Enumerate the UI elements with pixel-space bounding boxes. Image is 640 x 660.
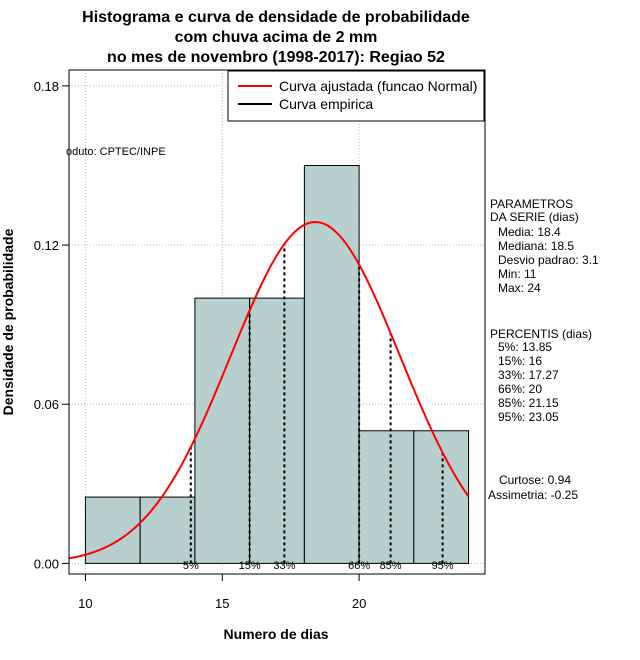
histogram-bar: [413, 430, 470, 564]
assimetria-text: Assimetria: -0.25: [488, 488, 578, 502]
normal-curve: [68, 221, 470, 560]
percentile-label: 95%: [432, 560, 454, 572]
parametros-heading: DA SERIE (dias): [490, 210, 579, 224]
histogram-bars: [84, 164, 470, 564]
x-tick-label: 15: [215, 596, 229, 611]
parametros-line: Desvio padrao: 3.1: [498, 253, 599, 267]
percentile-lines: 5% 15% 33% 66% 85% 95%: [183, 243, 454, 572]
x-tick-label: 20: [352, 596, 366, 611]
y-tick-label: 0.12: [34, 238, 59, 253]
title-line: no mes de novembro (1998-2017): Regiao 5…: [107, 49, 445, 66]
legend: Curva ajustada (funcao Normal) Curva emp…: [227, 70, 485, 122]
title-line: Histograma e curva de densidade de proba…: [82, 9, 470, 26]
normal-curve-path: [68, 221, 470, 560]
annotation-source: oduto: CPTEC/INPE: [66, 146, 166, 158]
x-tick-label: 10: [78, 596, 92, 611]
percentis-line: 15%: 16: [498, 354, 542, 368]
percentile-label: 66%: [348, 560, 370, 572]
percentile-label: 33%: [273, 560, 295, 572]
histogram-bar: [194, 297, 251, 564]
legend-label-empirical: Curva empirica: [279, 96, 373, 112]
percentis-line: 95%: 23.05: [498, 410, 559, 424]
histogram-bar: [303, 164, 360, 564]
y-tick-label: 0.06: [34, 397, 59, 412]
parametros-line: Media: 18.4: [498, 225, 561, 239]
percentis-line: 33%: 17.27: [498, 368, 559, 382]
legend-box: [227, 70, 485, 122]
percentile-label: 85%: [380, 560, 402, 572]
percentis-heading: PERCENTIS (dias): [490, 327, 592, 341]
parametros-heading: PARAMETROS: [490, 197, 573, 211]
percentis-line: 5%: 13.85: [498, 340, 552, 354]
chart-title: Histograma e curva de densidade de proba…: [82, 9, 470, 66]
parametros-line: Max: 24: [498, 281, 541, 295]
y-tick-label: 0.00: [34, 556, 59, 571]
histogram-bar: [139, 496, 196, 564]
y-tick-label: 0.18: [34, 79, 59, 94]
parametros-line: Min: 11: [498, 267, 537, 281]
percentis-line: 85%: 21.15: [498, 396, 559, 410]
title-line: com chuva acima de 2 mm: [175, 29, 378, 46]
x-axis-label: Numero de dias: [223, 626, 328, 642]
legend-label-fitted: Curva ajustada (funcao Normal): [279, 78, 477, 94]
plot-frame: [68, 69, 486, 575]
percentile-label: 5%: [183, 560, 199, 572]
parametros-line: Mediana: 18.5: [498, 239, 574, 253]
histogram-bar: [249, 297, 305, 564]
percentile-label: 15%: [239, 560, 261, 572]
y-axis-label: Densidade de probabilidade: [0, 228, 16, 415]
percentis-line: 66%: 20: [498, 382, 542, 396]
axes: 10 15 20 0.00 0.06 0.12 0.18: [34, 79, 367, 611]
curtose-text: Curtose: 0.94: [499, 473, 571, 487]
histogram-bar: [358, 430, 415, 564]
